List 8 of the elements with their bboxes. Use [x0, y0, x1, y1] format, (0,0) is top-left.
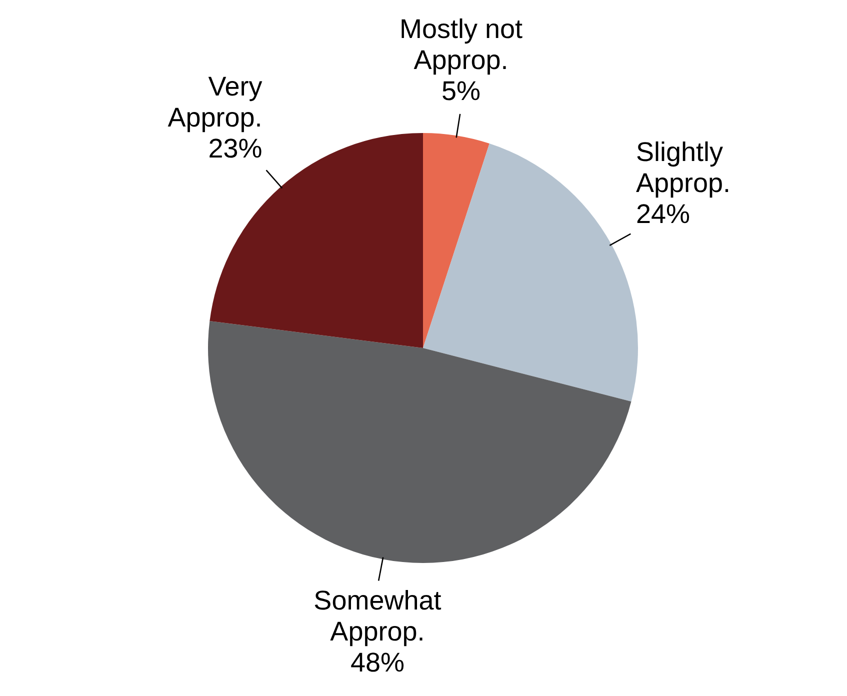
data-label: 48%: [350, 648, 404, 678]
data-label: 24%: [636, 198, 690, 229]
slice-label: Mostly not Approp.: [399, 14, 524, 75]
slice-label: Very Approp.: [168, 72, 263, 133]
data-label: 5%: [442, 76, 481, 106]
slice-label: Somewhat Approp.: [314, 586, 442, 647]
slice-label: Slightly Approp.: [636, 136, 731, 198]
data-label: 23%: [208, 134, 262, 164]
